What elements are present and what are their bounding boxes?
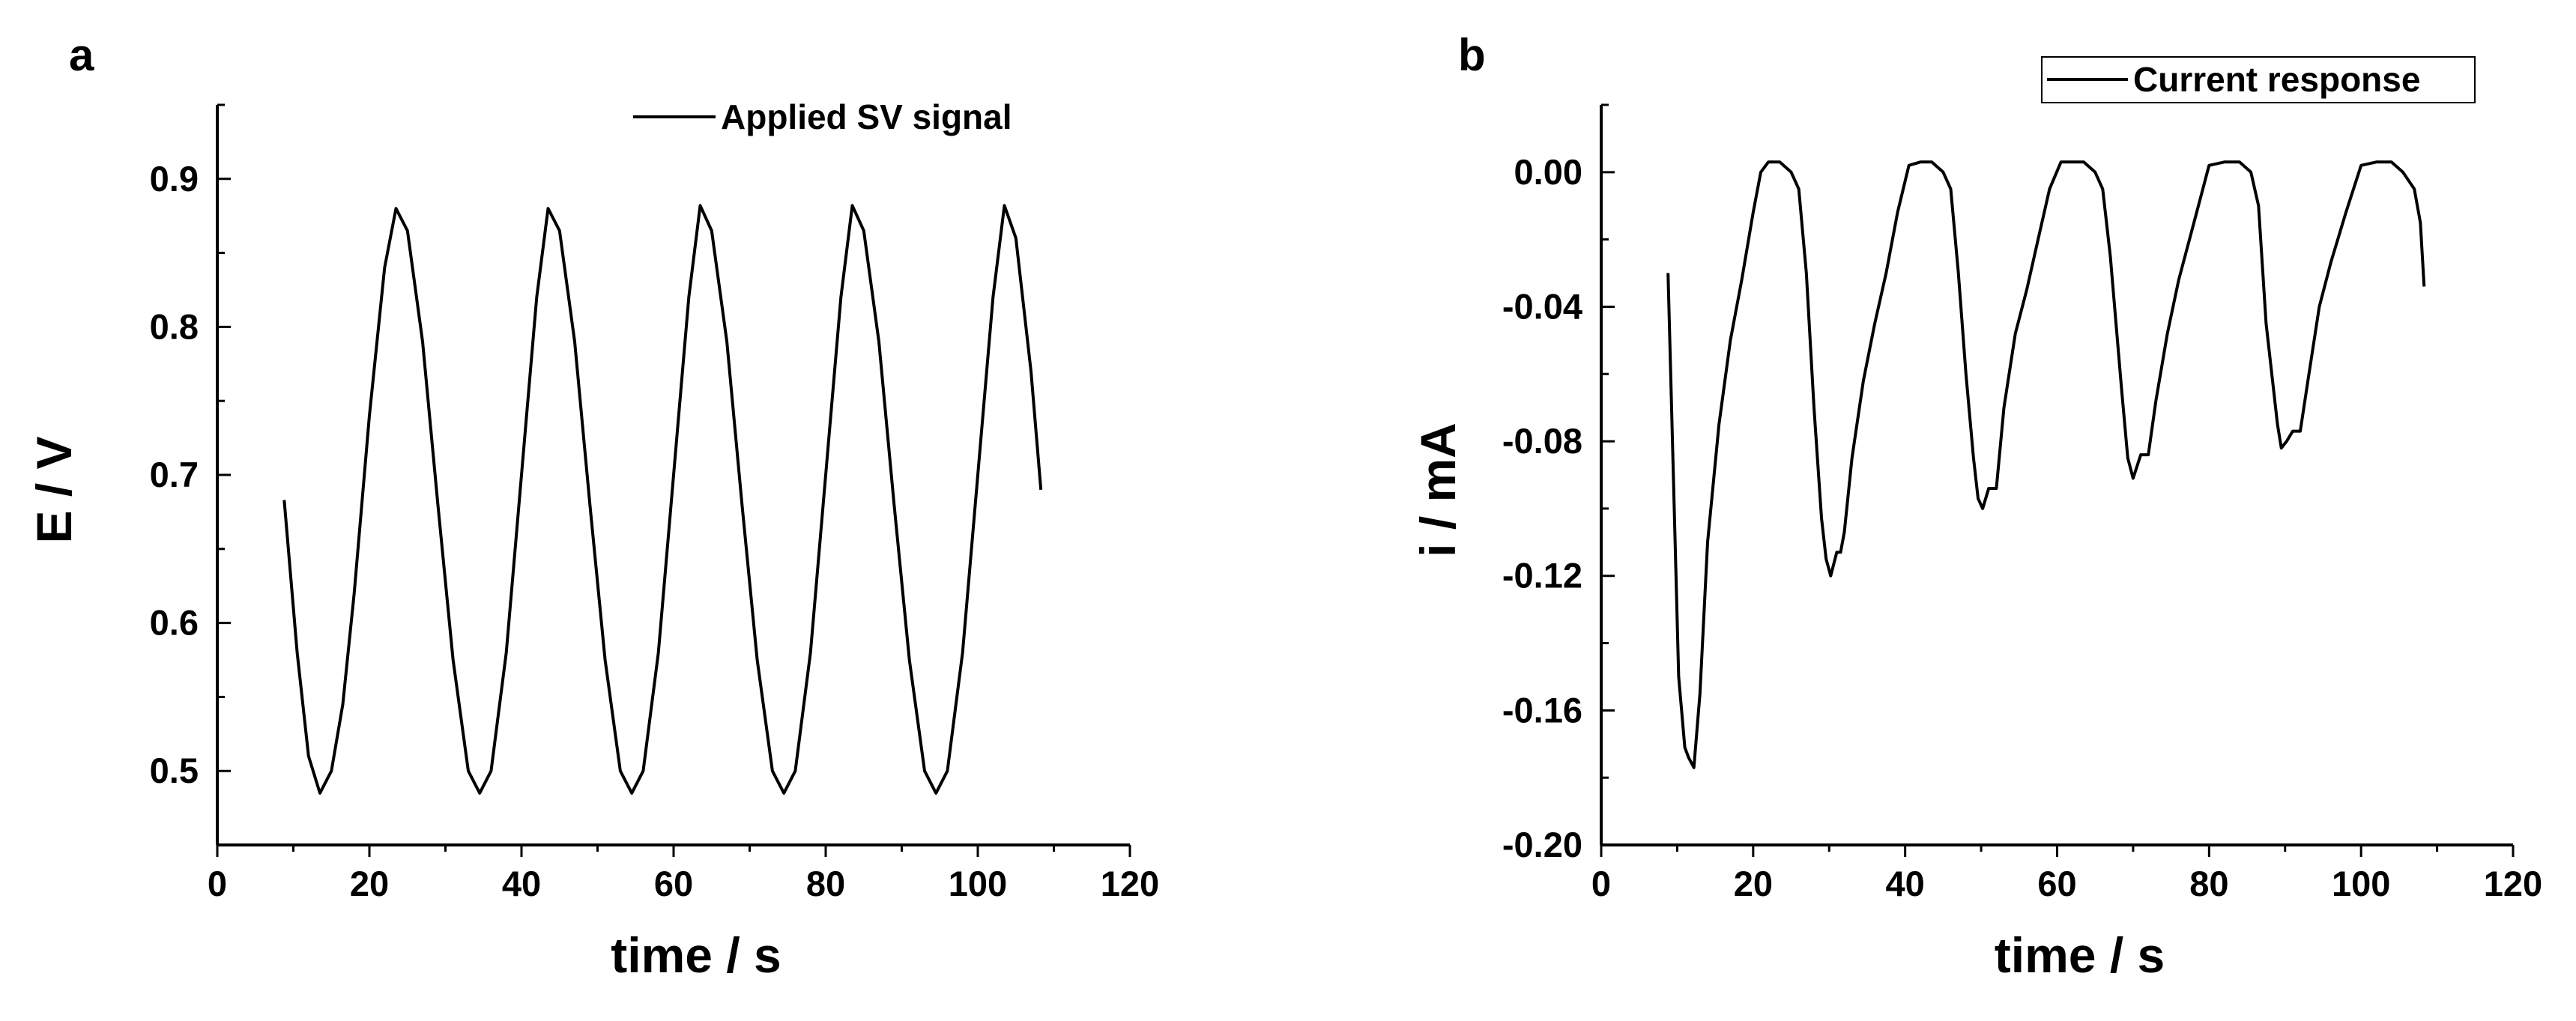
panel-a-legend-label: Applied SV signal [721,97,1012,136]
x-tick-label: 120 [1101,864,1159,903]
y-tick-label: 0.7 [150,455,199,494]
x-tick-label: 100 [949,864,1007,903]
series-line [282,204,1043,795]
x-tick-label: 120 [2484,864,2542,903]
panel-a-legend: Applied SV signal [633,97,1012,136]
y-tick-label: -0.20 [1502,825,1582,864]
panel-b: b -0.20 -0.16 -0.12 -0.08 -0.04 0.00 0 20 40 60 8… [1410,30,2542,983]
x-tick-label: 60 [2037,864,2076,903]
x-tick-label: 40 [1886,864,1925,903]
y-tick-label: -0.16 [1502,690,1582,730]
panel-b-letter: b [1458,30,1486,80]
panel-a-x-ticks: 0 20 40 60 80 100 120 [208,845,1159,903]
x-tick-label: 40 [502,864,541,903]
panel-a-y-ticks: 0.5 0.6 0.7 0.8 0.9 [150,103,231,846]
y-tick-label: 0.00 [1514,152,1582,192]
panel-b-axes [1600,105,2513,846]
panel-b-x-axis-label: time / s [1995,927,2165,983]
y-tick-label: 0.9 [150,159,199,199]
y-tick-label: -0.12 [1502,556,1582,596]
panel-a-letter: a [69,30,94,80]
panel-b-legend-label: Current response [2133,60,2420,99]
y-tick-label: 0.8 [150,306,199,346]
series-line [1666,160,2426,769]
y-tick-label: -0.08 [1502,421,1582,461]
panel-b-series [1666,160,2426,769]
panel-b-legend-frame [2041,56,2476,103]
panel-b-x-ticks: 0 20 40 60 80 100 120 [1591,845,2542,903]
y-tick-label: -0.04 [1502,286,1582,326]
x-tick-label: 0 [208,864,227,903]
panel-a-series [282,204,1043,795]
y-tick-label: 0.6 [150,603,199,643]
y-tick-label: 0.5 [150,751,199,790]
x-tick-label: 80 [806,864,845,903]
panel-b-y-ticks: -0.20 -0.16 -0.12 -0.08 -0.04 0.00 [1502,103,1615,864]
panel-b-legend: Current response [2041,56,2476,103]
x-tick-label: 80 [2189,864,2228,903]
x-tick-label: 20 [1734,864,1773,903]
panel-b-y-axis-label: i / mA [1410,422,1466,557]
panel-a-axes [216,105,1130,846]
x-tick-label: 60 [654,864,693,903]
panel-a: a 0.5 0.6 0.7 0.8 0.9 0 20 40 60 80 100 120 Applie… [26,30,1159,983]
x-tick-label: 100 [2332,864,2390,903]
x-tick-label: 0 [1591,864,1611,903]
x-tick-label: 20 [350,864,389,903]
panel-a-y-axis-label: E / V [26,436,82,543]
panel-a-x-axis-label: time / s [611,927,781,983]
